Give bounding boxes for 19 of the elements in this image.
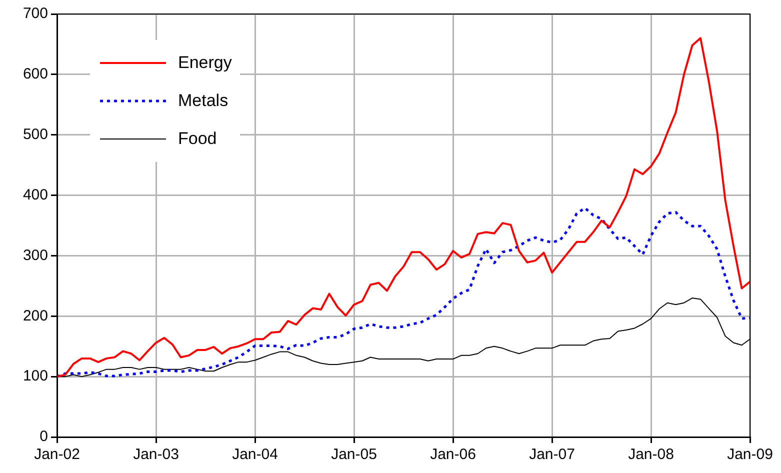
y-tick-label: 200 bbox=[22, 307, 48, 324]
x-tick-label: Jan-06 bbox=[430, 446, 476, 464]
y-tick-label: 100 bbox=[22, 368, 48, 385]
y-tick-label: 0 bbox=[40, 428, 48, 446]
x-tick-label: Jan-04 bbox=[232, 446, 278, 464]
y-tick-label: 500 bbox=[22, 126, 48, 143]
legend-label: Food bbox=[178, 129, 217, 149]
x-tick-label: Jan-03 bbox=[133, 446, 179, 464]
y-tick-label: 700 bbox=[22, 5, 48, 22]
x-tick-label: Jan-08 bbox=[628, 446, 674, 464]
y-tick-label: 600 bbox=[22, 66, 48, 83]
legend-label: Metals bbox=[178, 91, 228, 111]
y-tick-label: 400 bbox=[22, 186, 48, 204]
x-tick-label: Jan-09 bbox=[727, 446, 773, 464]
y-tick-label: 300 bbox=[22, 246, 48, 264]
x-tick-label: Jan-05 bbox=[331, 446, 377, 464]
legend-label: Energy bbox=[178, 53, 232, 73]
x-tick-label: Jan-02 bbox=[34, 446, 80, 464]
x-tick-label: Jan-07 bbox=[529, 446, 575, 464]
